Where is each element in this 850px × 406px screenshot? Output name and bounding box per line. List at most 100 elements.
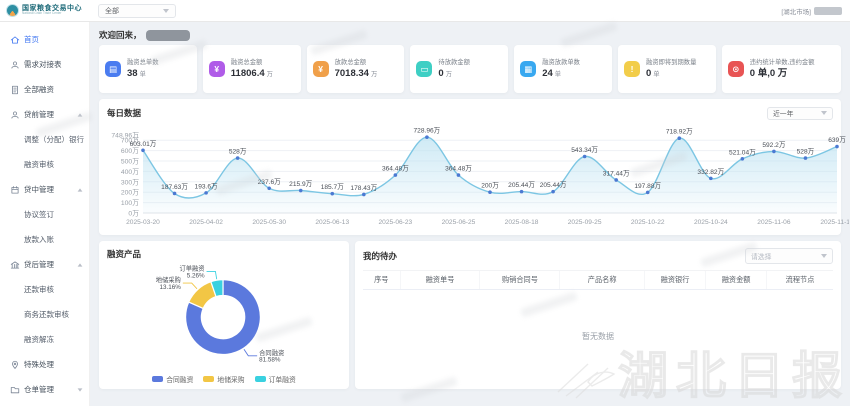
sidebar-item-warehouse-receipt-mgmt[interactable]: 仓单管理: [0, 377, 89, 402]
line-chart-area: [143, 137, 837, 213]
sidebar-item-inloan-management[interactable]: 贷中管理: [0, 177, 89, 202]
chevron-down-icon: [821, 254, 827, 258]
chevron-down-icon: [77, 385, 83, 394]
market-filter-select[interactable]: 全部: [98, 3, 176, 18]
data-point[interactable]: [709, 176, 713, 181]
data-point-label: 237.6万: [258, 178, 282, 186]
legend-item-2[interactable]: 订单融资: [254, 374, 296, 384]
data-point[interactable]: [803, 156, 808, 160]
data-point[interactable]: [330, 191, 335, 196]
stat-label: 融资总金额: [230, 59, 263, 67]
data-point-label: 528万: [229, 148, 247, 156]
data-point-label: 200万: [481, 182, 499, 190]
stat-card-financing-due-soon-count[interactable]: ! 融资即将到期数量 0 单: [617, 45, 716, 93]
data-point[interactable]: [267, 186, 271, 191]
sidebar-item-agreement-signing[interactable]: 协议签订: [0, 202, 89, 227]
x-axis-tick-label: 2025-11-06: [757, 219, 791, 226]
data-point[interactable]: [614, 178, 618, 182]
date-range-value: 近一年: [773, 111, 794, 118]
date-range-select[interactable]: 近一年: [767, 106, 833, 120]
stat-card-default-stats[interactable]: ⊙ 违约统计单数,违约金额 0 单,0 万: [721, 45, 842, 93]
legend-item-1[interactable]: 地储采购: [203, 374, 245, 384]
data-point[interactable]: [456, 173, 461, 177]
stat-value: 38 单: [127, 69, 158, 79]
welcome-row: 欢迎回来，: [99, 27, 841, 43]
data-point-label: 603.01万: [130, 140, 157, 148]
chevron-down-icon: [821, 111, 827, 115]
stat-text: 放款总金额 7018.34 万: [335, 59, 378, 79]
data-point-label: 205.44万: [508, 181, 535, 189]
sidebar-item-label: 调整（分配）银行: [24, 135, 84, 144]
sidebar-item-postloan-management[interactable]: 贷后管理: [0, 252, 89, 277]
stat-card-financing-disbursed-count[interactable]: ▦ 融资放款单数 24 单: [514, 45, 612, 93]
donut-slice-2[interactable]: [210, 279, 224, 298]
sidebar-item-financing-review[interactable]: 融资审核: [0, 152, 89, 177]
user-icon: [10, 110, 20, 120]
data-point[interactable]: [362, 192, 366, 197]
data-point[interactable]: [141, 148, 145, 153]
data-point[interactable]: [582, 154, 587, 159]
sidebar-item-disbursement-entry[interactable]: 放款入账: [0, 227, 89, 252]
bell-icon: !: [623, 61, 640, 77]
x-axis-tick-label: 2025-03-20: [126, 219, 160, 226]
donut-slice-0[interactable]: [184, 279, 261, 356]
data-point[interactable]: [298, 188, 303, 193]
data-point-label: 185.7万: [321, 183, 345, 191]
todo-header: 我的待办 请选择: [363, 248, 833, 264]
sidebar-item-financing-unfreeze[interactable]: 融资解冻: [0, 327, 89, 352]
stat-cards-row: ▤ 融资总单数 38 单 ¥ 融资总金额 11806.4 万 ¥ 放款总金额 7018.34 万 ▭ 待放…: [99, 45, 842, 93]
coin-icon: ¥: [312, 61, 329, 77]
user-name-redacted[interactable]: [814, 6, 842, 15]
y-axis-tick-label: 300万: [121, 178, 139, 186]
sidebar-item-demand-docking-table[interactable]: 需求对接表: [0, 52, 89, 77]
data-point[interactable]: [677, 136, 682, 141]
sidebar-item-special-handling[interactable]: 特殊处理: [0, 352, 89, 377]
bottom-row: 融资产品 合同融资 81.58% 地储采购 13.16% 订单融资 5.26% 合同融资 地…: [99, 241, 841, 389]
stat-card-financing-total-count[interactable]: ▤ 融资总单数 38 单: [99, 45, 197, 93]
y-axis-max-label: 748.96万: [111, 132, 139, 140]
data-point[interactable]: [235, 156, 240, 160]
data-point[interactable]: [204, 191, 208, 195]
legend-item-0[interactable]: 合同融资: [152, 374, 193, 384]
data-point[interactable]: [393, 173, 398, 177]
data-point[interactable]: [488, 190, 492, 194]
data-point-label: 728.96万: [414, 127, 441, 135]
stat-card-disbursed-total-amount[interactable]: ¥ 放款总金额 7018.34 万: [306, 45, 405, 93]
data-point[interactable]: [645, 190, 650, 195]
stat-text: 融资总金额 11806.4 万: [231, 59, 273, 79]
x-axis-tick-label: 2025-08-18: [505, 219, 539, 226]
stat-label: 放款总金额: [334, 59, 367, 67]
sidebar-item-home[interactable]: 首页: [0, 27, 89, 52]
y-axis-tick-label: 400万: [121, 168, 139, 176]
sidebar-item-repayment-review[interactable]: 还款审核: [0, 277, 89, 302]
data-point[interactable]: [425, 135, 429, 139]
sidebar-item-adjust-assign-bank[interactable]: 调整（分配）银行: [0, 127, 89, 152]
sidebar-item-preloan-management[interactable]: 贷前管理: [0, 102, 89, 127]
welcome-text: 欢迎回来，: [99, 30, 142, 40]
market-filter-value: 全部: [105, 7, 119, 15]
data-point-label: 187.63万: [161, 183, 188, 191]
stat-value-unit: 万: [370, 71, 378, 79]
bank-icon: [10, 260, 20, 270]
chevron-up-icon: [77, 185, 83, 194]
data-point[interactable]: [519, 189, 524, 194]
todo-filter-placeholder: 请选择: [751, 254, 772, 261]
data-point[interactable]: [835, 144, 839, 149]
data-point[interactable]: [172, 191, 177, 196]
stat-card-financing-total-amount[interactable]: ¥ 融资总金额 11806.4 万: [202, 45, 301, 93]
data-point[interactable]: [772, 149, 776, 154]
data-point[interactable]: [740, 157, 745, 161]
stat-text: 待放款金额 0 万: [438, 59, 469, 79]
y-axis-tick-label: 100万: [121, 199, 139, 207]
sidebar: 首页 需求对接表 全部融资 贷前管理调整（分配）银行融资审核 贷中管理 协议签订 放款入账贷…: [0, 22, 90, 406]
daily-data-panel: 每日数据 近一年 0万 100万 200万 300万 400万 500万 600万 700万 7…: [99, 99, 850, 235]
data-point[interactable]: [551, 189, 555, 194]
todo-filter-select[interactable]: 请选择: [745, 248, 833, 264]
sidebar-item-business-repayment-review[interactable]: 商务还款审核: [0, 302, 89, 327]
todo-column-header: 融资单号: [401, 271, 481, 289]
sidebar-item-all-financing[interactable]: 全部融资: [0, 77, 89, 102]
x-axis-tick-label: 2025-09-25: [568, 219, 602, 226]
stat-card-pending-disburse-amount[interactable]: ▭ 待放款金额 0 万: [410, 45, 509, 93]
